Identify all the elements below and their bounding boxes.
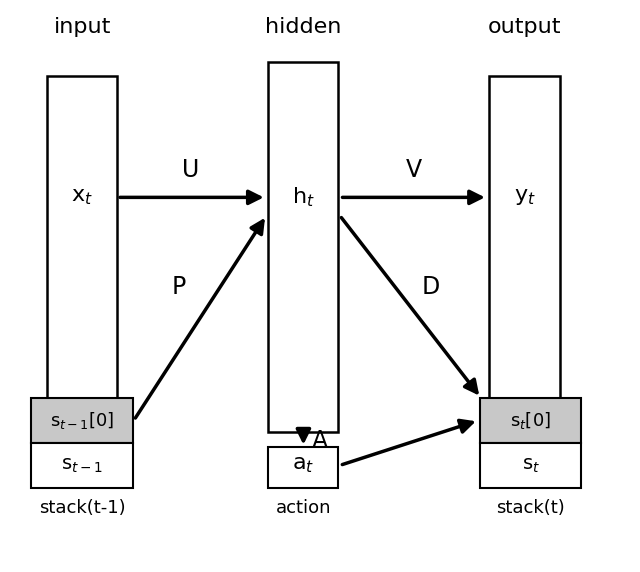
- Text: V: V: [406, 158, 422, 182]
- Text: s$_{t-1}$: s$_{t-1}$: [61, 456, 103, 475]
- Text: hidden: hidden: [265, 17, 342, 37]
- FancyBboxPatch shape: [480, 398, 581, 443]
- Text: y$_t$: y$_t$: [514, 188, 536, 208]
- Text: P: P: [172, 276, 186, 300]
- Text: x$_t$: x$_t$: [71, 188, 93, 208]
- Text: stack(t-1): stack(t-1): [39, 499, 125, 517]
- Text: h$_t$: h$_t$: [292, 185, 315, 209]
- Text: D: D: [422, 276, 440, 300]
- FancyBboxPatch shape: [31, 398, 132, 443]
- Text: action: action: [276, 499, 331, 517]
- Text: a$_t$: a$_t$: [292, 455, 315, 475]
- Text: A: A: [312, 428, 328, 452]
- Text: input: input: [54, 17, 111, 37]
- FancyBboxPatch shape: [31, 443, 132, 488]
- Text: U: U: [182, 158, 200, 182]
- Text: s$_{t-1}$[0]: s$_{t-1}$[0]: [50, 410, 115, 431]
- Text: stack(t): stack(t): [497, 499, 565, 517]
- Text: s$_t$: s$_t$: [522, 456, 540, 475]
- Text: output: output: [488, 17, 561, 37]
- Text: s$_t$[0]: s$_t$[0]: [510, 410, 551, 431]
- FancyBboxPatch shape: [268, 447, 339, 488]
- FancyBboxPatch shape: [268, 62, 339, 432]
- FancyBboxPatch shape: [47, 76, 117, 400]
- FancyBboxPatch shape: [489, 76, 559, 400]
- FancyBboxPatch shape: [480, 443, 581, 488]
